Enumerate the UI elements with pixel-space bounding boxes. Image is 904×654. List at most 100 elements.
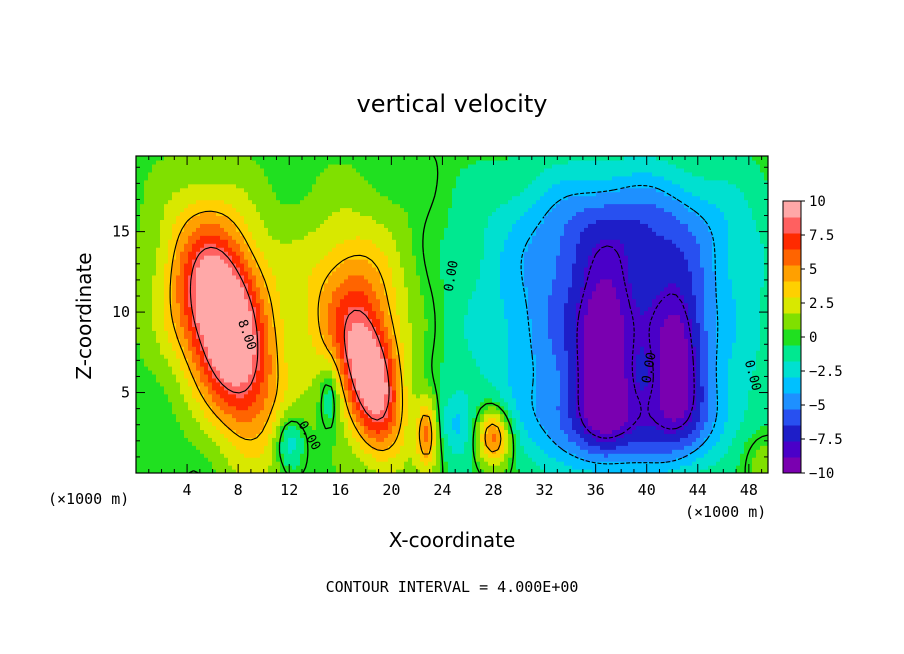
heatmap-cell [180,397,185,403]
heatmap-cell [208,191,213,197]
heatmap-cell [224,163,229,169]
heatmap-cell [208,441,213,446]
heatmap-cell [236,457,241,462]
heatmap-cell [228,350,233,355]
heatmap-cell [208,203,213,209]
heatmap-cell [304,330,309,335]
heatmap-cell [360,405,365,411]
heatmap-cell [144,239,149,244]
heatmap-cell [284,397,289,403]
heatmap-cell [252,362,257,367]
heatmap-cell [260,163,265,169]
heatmap-cell [300,461,305,466]
heatmap-cell [192,326,197,331]
heatmap-cell [152,286,157,292]
heatmap-cell [248,175,253,181]
heatmap-cell [200,461,205,466]
heatmap-cell [256,215,261,220]
heatmap-cell [172,354,177,359]
heatmap-cell [224,421,229,427]
heatmap-cell [260,294,265,300]
heatmap-cell [260,187,265,193]
heatmap-cell [276,227,281,232]
heatmap-cell [336,469,341,473]
heatmap-cell [260,207,265,213]
heatmap-cell [360,167,365,173]
heatmap-cell [196,159,201,165]
heatmap-cell [376,219,381,224]
heatmap-cell [272,251,277,256]
heatmap-cell [328,219,333,224]
heatmap-cell [356,243,361,248]
heatmap-cell [316,373,321,379]
heatmap-cell [208,278,213,284]
heatmap-cell [284,171,289,177]
heatmap-cell [264,195,269,201]
heatmap-cell [272,247,277,252]
heatmap-cell [196,421,201,427]
heatmap-cell [192,290,197,296]
heatmap-cell [156,274,161,280]
heatmap-cell [168,441,173,446]
heatmap-cell [232,453,237,458]
heatmap-cell [336,243,341,248]
heatmap-cell [244,294,249,300]
heatmap-cell [276,183,281,189]
heatmap-cell [272,461,277,466]
heatmap-cell [324,445,329,450]
heatmap-cell [228,278,233,284]
heatmap-cell [336,171,341,177]
heatmap-cell [344,457,349,462]
heatmap-cell [384,433,389,438]
heatmap-cell [384,441,389,446]
heatmap-cell [328,405,333,411]
heatmap-cell [204,314,209,320]
heatmap-cell [244,270,249,276]
heatmap-cell [140,175,145,181]
heatmap-cell [156,457,161,462]
heatmap-cell [348,183,353,189]
heatmap-cell [248,469,253,473]
heatmap-cell [216,338,221,343]
heatmap-cell [144,334,149,339]
heatmap-cell [160,417,165,423]
heatmap-cell [232,159,237,165]
heatmap-cell [200,274,205,280]
heatmap-cell [164,373,169,379]
heatmap-cell [300,294,305,300]
heatmap-cell [196,413,201,419]
heatmap-cell [320,409,325,415]
heatmap-cell [328,203,333,209]
heatmap-cell [140,215,145,220]
heatmap-cell [192,409,197,415]
heatmap-cell [244,163,249,169]
heatmap-cell [268,159,273,165]
heatmap-cell [376,191,381,197]
heatmap-cell [136,247,141,252]
heatmap-cell [368,453,373,458]
heatmap-cell [276,449,281,454]
heatmap-cell [268,290,273,296]
heatmap-cell [348,290,353,296]
heatmap-cell [292,393,297,399]
heatmap-cell [376,215,381,220]
heatmap-cell [220,270,225,276]
heatmap-cell [296,231,301,236]
heatmap-cell [272,195,277,201]
heatmap-cell [168,346,173,351]
heatmap-cell [256,266,261,272]
heatmap-cell [200,457,205,462]
heatmap-cell [376,255,381,260]
heatmap-cell [344,330,349,335]
heatmap-cell [324,227,329,232]
heatmap-cell [208,358,213,363]
heatmap-cell [320,358,325,363]
heatmap-cell [320,314,325,320]
heatmap-cell [352,191,357,197]
heatmap-cell [136,266,141,272]
heatmap-cell [144,425,149,431]
heatmap-cell [300,191,305,197]
heatmap-cell [244,421,249,427]
heatmap-cell [196,449,201,454]
heatmap-cell [360,207,365,213]
